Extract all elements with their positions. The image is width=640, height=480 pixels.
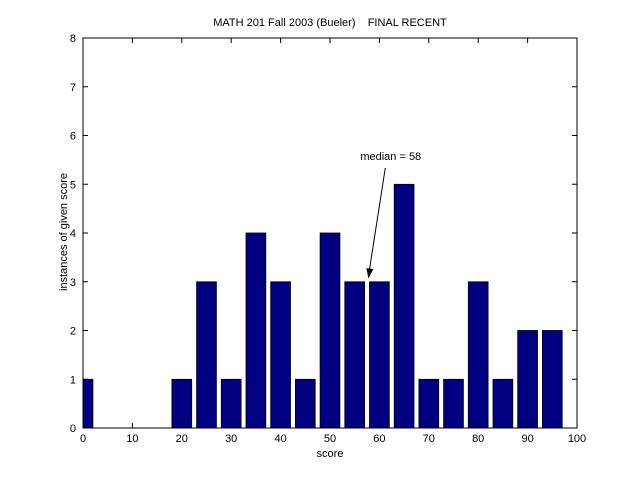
bar-80	[467, 281, 489, 429]
bar-95	[542, 330, 563, 429]
bar-35	[245, 232, 267, 429]
bar-30	[220, 378, 242, 429]
x-tick-label-40: 40	[274, 433, 286, 445]
y-axis-title: instances of given score	[58, 173, 70, 291]
x-tick-label-70: 70	[423, 433, 435, 445]
x-tick-label-50: 50	[324, 433, 336, 445]
y-tick-label-0: 0	[70, 423, 76, 435]
x-tick-label-20: 20	[176, 433, 188, 445]
bar-60	[369, 281, 390, 429]
x-tick-label-100: 100	[568, 433, 586, 445]
bar-90	[517, 330, 538, 429]
y-tick-label-5: 5	[70, 179, 76, 191]
median-annotation: median = 58	[360, 151, 421, 279]
chart-title: MATH 201 Fall 2003 (Bueler) FINAL RECENT	[213, 17, 447, 29]
bars-layer	[82, 183, 563, 429]
bar-55	[344, 281, 365, 429]
bar-65	[393, 183, 415, 429]
median-label: median = 58	[360, 151, 421, 163]
y-tick-label-1: 1	[70, 374, 76, 386]
median-arrow-line	[368, 167, 386, 276]
x-tick-label-10: 10	[126, 433, 138, 445]
x-tick-label-0: 0	[80, 433, 86, 445]
bar-70	[418, 378, 440, 429]
y-tick-label-2: 2	[70, 326, 76, 338]
bar-85	[492, 378, 514, 429]
y-tick-label-4: 4	[70, 228, 76, 240]
bar-0	[82, 378, 94, 429]
axes-layer: 0 10 20 30 40 50 60 70 80 90 100 0 1 2 3 4 5 6 7 8	[70, 33, 586, 445]
median-arrow-head	[366, 268, 374, 279]
bar-25	[196, 281, 217, 429]
bar-40	[270, 281, 291, 429]
y-tick-label-7: 7	[70, 82, 76, 94]
y-tick-label-3: 3	[70, 277, 76, 289]
x-tick-label-90: 90	[521, 433, 533, 445]
bar-45	[294, 378, 316, 429]
y-tick-label-6: 6	[70, 131, 76, 143]
x-tick-label-80: 80	[472, 433, 484, 445]
bar-75	[443, 378, 464, 429]
x-tick-label-30: 30	[225, 433, 237, 445]
y-tick-label-8: 8	[70, 33, 76, 45]
x-axis-title: score	[317, 448, 344, 460]
bar-20	[171, 378, 193, 429]
x-tick-label-60: 60	[373, 433, 385, 445]
bar-50	[319, 232, 341, 429]
